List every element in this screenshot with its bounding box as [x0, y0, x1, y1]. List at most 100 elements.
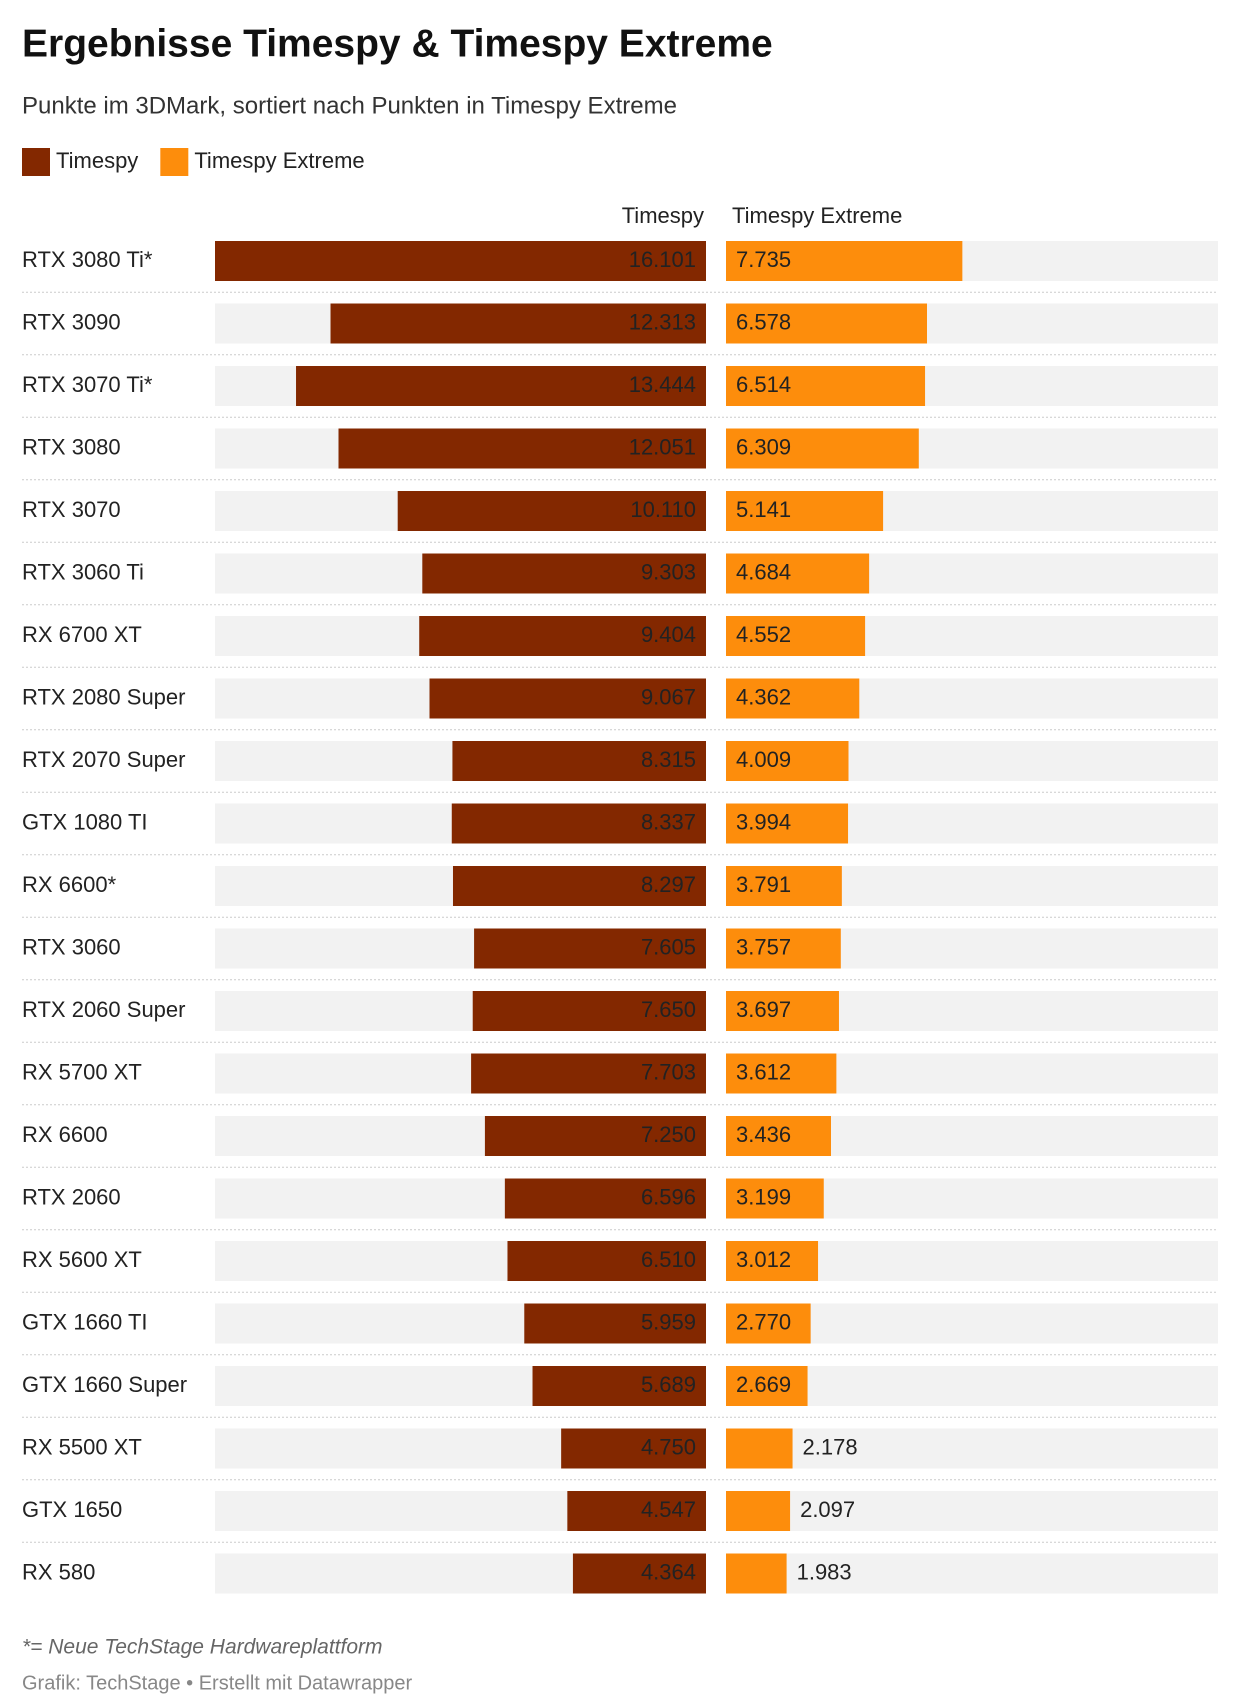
value-label: 7.605 [641, 934, 696, 959]
row-label: RTX 2070 Super [22, 747, 185, 772]
bar [451, 803, 706, 844]
value-label: 3.757 [736, 934, 791, 959]
bar [472, 991, 706, 1031]
bar-background [726, 1366, 1218, 1406]
row-label: RTX 3070 Ti* [22, 372, 153, 397]
bar [567, 1491, 706, 1531]
bar [726, 928, 841, 969]
value-label: 7.703 [641, 1059, 696, 1084]
bar [726, 991, 839, 1031]
row-label: RTX 2060 [22, 1184, 121, 1209]
bar-background [726, 1428, 1218, 1469]
value-label: 3.012 [736, 1247, 791, 1272]
row-label: GTX 1080 TI [22, 809, 148, 834]
value-label: 3.199 [736, 1184, 791, 1209]
value-label: 8.337 [641, 809, 696, 834]
value-label: 8.297 [641, 872, 696, 897]
value-label: 13.444 [629, 372, 696, 397]
value-label: 9.067 [641, 684, 696, 709]
bar [726, 1053, 837, 1094]
value-label: 6.578 [736, 309, 791, 334]
value-label: 12.051 [629, 434, 696, 459]
bar [474, 928, 706, 969]
value-label: 9.303 [641, 559, 696, 584]
legend-swatch [22, 148, 50, 176]
value-label: 5.689 [641, 1372, 696, 1397]
value-label: 4.547 [641, 1497, 696, 1522]
value-label: 6.596 [641, 1184, 696, 1209]
value-label: 4.684 [736, 559, 791, 584]
bar [726, 553, 870, 594]
bar [726, 1116, 831, 1156]
value-label: 7.250 [641, 1122, 696, 1147]
row-label: RX 580 [22, 1559, 95, 1584]
value-label: 2.097 [800, 1497, 855, 1522]
value-label: 4.009 [736, 747, 791, 772]
value-label: 6.514 [736, 372, 791, 397]
bar [524, 1303, 706, 1344]
bar [484, 1116, 706, 1156]
value-label: 3.791 [736, 872, 791, 897]
bar [397, 491, 706, 531]
row-label: GTX 1650 [22, 1497, 122, 1522]
bar [452, 866, 706, 906]
value-label: 2.770 [736, 1309, 791, 1334]
bar [296, 366, 706, 406]
bar [726, 1303, 811, 1344]
value-label: 16.101 [629, 247, 696, 272]
legend-label: Timespy Extreme [194, 148, 364, 173]
bar [726, 616, 866, 656]
row-label: RTX 3060 [22, 934, 121, 959]
chart-subtitle: Punkte im 3DMark, sortiert nach Punkten … [22, 92, 677, 119]
row-label: GTX 1660 Super [22, 1372, 187, 1397]
value-label: 3.697 [736, 997, 791, 1022]
chart-title: Ergebnisse Timespy & Timespy Extreme [22, 22, 773, 65]
row-label: RTX 3080 [22, 434, 121, 459]
value-label: 3.612 [736, 1059, 791, 1084]
bar [726, 303, 928, 344]
value-label: 8.315 [641, 747, 696, 772]
bar [726, 1366, 808, 1406]
bar [338, 428, 706, 469]
value-label: 7.650 [641, 997, 696, 1022]
bar [422, 553, 706, 594]
value-label: 6.309 [736, 434, 791, 459]
row-label: RTX 3070 [22, 497, 121, 522]
bar-background [726, 1553, 1218, 1594]
bar [532, 1366, 706, 1406]
legend-label: Timespy [56, 148, 138, 173]
bar-background [726, 1491, 1218, 1531]
bar [507, 1241, 706, 1281]
bar [726, 678, 860, 719]
bar [726, 1553, 787, 1594]
value-label: 9.404 [641, 622, 696, 647]
row-label: RX 6700 XT [22, 622, 142, 647]
legend-swatch [160, 148, 189, 176]
value-label: 3.436 [736, 1122, 791, 1147]
value-label: 4.552 [736, 622, 791, 647]
bar [726, 1241, 819, 1281]
row-label: RX 5700 XT [22, 1059, 142, 1084]
row-label: RTX 3090 [22, 309, 121, 334]
bar [330, 303, 706, 344]
value-label: 2.669 [736, 1372, 791, 1397]
value-label: 7.735 [736, 247, 791, 272]
value-label: 12.313 [629, 309, 696, 334]
value-label: 4.362 [736, 684, 791, 709]
value-label: 2.178 [803, 1434, 858, 1459]
bar [726, 741, 849, 781]
bar [726, 491, 884, 531]
bar [726, 241, 963, 281]
value-label: 4.364 [641, 1559, 696, 1584]
value-label: 5.959 [641, 1309, 696, 1334]
bar [471, 1053, 706, 1094]
bar [726, 866, 842, 906]
bar [215, 241, 706, 281]
credit: Grafik: TechStage • Erstellt mit Datawra… [22, 1672, 412, 1694]
bar [419, 616, 706, 656]
bar [726, 1428, 793, 1469]
bar [561, 1428, 706, 1469]
value-label: 5.141 [736, 497, 791, 522]
column-header: Timespy Extreme [732, 203, 902, 228]
